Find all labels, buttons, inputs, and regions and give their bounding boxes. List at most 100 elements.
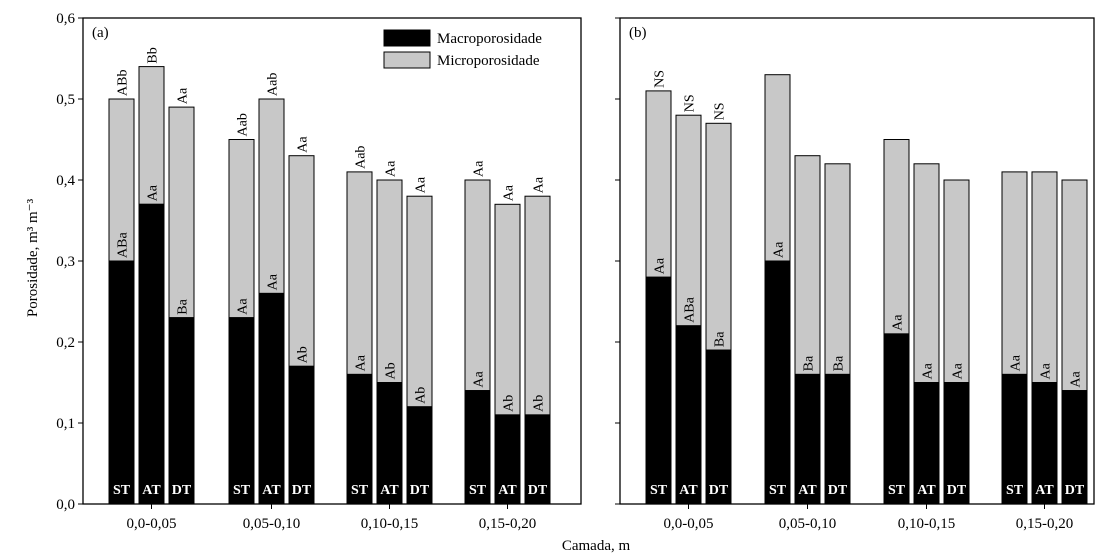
- bar-micro: [1001, 171, 1028, 375]
- total-letter-label: NS: [683, 94, 698, 112]
- total-letter-label: Aa: [472, 160, 487, 177]
- bar-micro: [346, 171, 373, 375]
- legend-label: Microporosidade: [437, 53, 540, 69]
- y-tick-label: 0,0: [56, 497, 75, 513]
- bar-macro: [705, 349, 732, 505]
- legend-swatch-micro: [383, 51, 431, 69]
- macro-letter-label: Aa: [1039, 362, 1054, 379]
- treatment-label: ST: [888, 483, 906, 498]
- total-letter-label: ABb: [116, 70, 131, 96]
- bar-macro: [168, 317, 195, 505]
- panel-label: (a): [92, 25, 109, 41]
- bar-micro: [705, 122, 732, 351]
- treatment-label: ST: [351, 483, 369, 498]
- bar-micro: [675, 114, 702, 327]
- bar-macro: [675, 325, 702, 505]
- macro-letter-label: Ab: [532, 395, 547, 412]
- bar-macro: [1061, 390, 1088, 505]
- bar-macro: [228, 317, 255, 505]
- treatment-label: AT: [798, 483, 817, 498]
- treatment-label: ST: [233, 483, 251, 498]
- bar-micro: [1061, 179, 1088, 392]
- bar-micro: [228, 139, 255, 319]
- macro-letter-label: Aa: [1069, 370, 1084, 387]
- bar-micro: [913, 163, 940, 383]
- treatment-label: ST: [113, 483, 131, 498]
- bar-macro: [764, 260, 791, 505]
- treatment-label: DT: [292, 483, 312, 498]
- bar-micro: [376, 179, 403, 383]
- macro-letter-label: Aa: [921, 362, 936, 379]
- bar-micro: [943, 179, 970, 383]
- bar-macro: [464, 390, 491, 505]
- chart-panels: (a) 0,0 0,1 0,2 0,3 0,4 0,5 0,6 0,0-0,05 ABa ABb ST…: [56, 11, 1095, 532]
- treatment-label: AT: [142, 483, 161, 498]
- panel-label: (b): [629, 25, 647, 41]
- y-tick-label: 0,6: [56, 11, 75, 27]
- treatment-label: DT: [410, 483, 430, 498]
- legend-label: Macroporosidade: [437, 31, 542, 47]
- legend-swatch-macro: [383, 29, 431, 47]
- bar-micro: [464, 179, 491, 392]
- x-tick-label: 0,10-0,15: [361, 516, 419, 532]
- macro-letter-label: Aa: [951, 362, 966, 379]
- macro-letter-label: Ba: [832, 355, 847, 371]
- macro-letter-label: Aa: [236, 298, 251, 315]
- bar-macro: [913, 382, 940, 505]
- macro-letter-label: Ba: [802, 355, 817, 371]
- bar-micro: [288, 155, 315, 367]
- total-letter-label: Aa: [532, 176, 547, 193]
- bar-macro: [794, 373, 821, 505]
- y-tick-label: 0,4: [56, 173, 75, 189]
- total-letter-label: Aa: [384, 160, 399, 177]
- bar-macro: [524, 414, 551, 505]
- bar-micro: [258, 98, 285, 294]
- bar-macro: [406, 406, 433, 505]
- bar-macro: [883, 333, 910, 505]
- x-tick-label: 0,05-0,10: [243, 516, 301, 532]
- bar-micro: [524, 195, 551, 416]
- bar-macro: [494, 414, 521, 505]
- x-tick-label: 0,05-0,10: [779, 516, 837, 532]
- macro-letter-label: Aa: [891, 314, 906, 331]
- bar-macro: [288, 365, 315, 505]
- macro-letter-label: Aa: [266, 273, 281, 290]
- total-letter-label: Aab: [236, 113, 251, 136]
- x-tick-label: 0,10-0,15: [898, 516, 956, 532]
- treatment-label: ST: [1006, 483, 1024, 498]
- treatment-label: ST: [650, 483, 668, 498]
- treatment-label: DT: [828, 483, 848, 498]
- y-axis-title: Porosidade, m³ m⁻³: [25, 198, 41, 317]
- total-letter-label: Aa: [176, 87, 191, 104]
- bar-macro: [1031, 382, 1058, 505]
- macro-letter-label: Ab: [296, 346, 311, 363]
- bar-micro: [168, 106, 195, 319]
- treatment-label: DT: [172, 483, 192, 498]
- bar-micro: [824, 163, 851, 375]
- treatment-label: AT: [498, 483, 517, 498]
- treatment-label: DT: [709, 483, 729, 498]
- bar-micro: [1031, 171, 1058, 383]
- bar-macro: [645, 276, 672, 505]
- macro-letter-label: Aa: [146, 184, 161, 201]
- bar-micro: [794, 155, 821, 375]
- treatment-label: AT: [380, 483, 399, 498]
- total-letter-label: Bb: [146, 47, 161, 63]
- macro-letter-label: ABa: [683, 296, 698, 322]
- macro-letter-label: Ab: [384, 362, 399, 379]
- bar-micro: [645, 90, 672, 278]
- total-letter-label: Aa: [414, 176, 429, 193]
- treatment-label: DT: [947, 483, 967, 498]
- macro-letter-label: Ba: [713, 331, 728, 347]
- total-letter-label: NS: [653, 70, 668, 88]
- x-tick-label: 0,0-0,05: [127, 516, 177, 532]
- macro-letter-label: Ab: [502, 395, 517, 412]
- bar-micro: [406, 195, 433, 408]
- bar-micro: [138, 66, 165, 205]
- x-tick-label: 0,15-0,20: [479, 516, 537, 532]
- total-letter-label: NS: [713, 102, 728, 120]
- y-tick-label: 0,5: [56, 92, 75, 108]
- macro-letter-label: Aa: [472, 370, 487, 387]
- macro-letter-label: Ab: [414, 387, 429, 404]
